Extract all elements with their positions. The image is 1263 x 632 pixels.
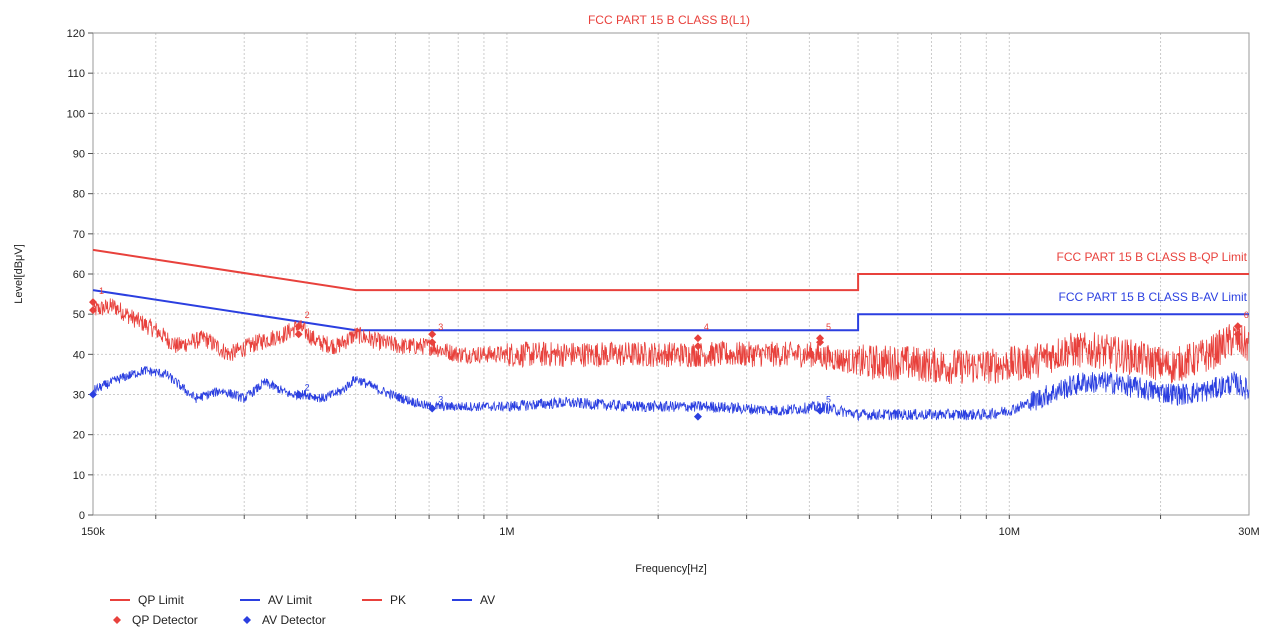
y-tick-label: 120	[67, 28, 85, 40]
marker-number: 6	[1244, 310, 1249, 320]
marker-number: 3	[438, 395, 443, 405]
legend-av-detector-swatch	[243, 616, 251, 624]
y-tick-label: 80	[73, 189, 85, 201]
qp-detector-point	[294, 322, 303, 331]
x-tick-label: 150k	[81, 526, 105, 538]
legend-qp-detector-label: QP Detector	[132, 613, 198, 627]
marker-number: 2	[305, 310, 310, 320]
legend-av-limit-label: AV Limit	[268, 593, 312, 607]
legend-qp-detector-swatch	[113, 616, 121, 624]
marker-number: 5	[826, 395, 831, 405]
av-trace	[92, 365, 1250, 422]
y-tick-label: 20	[73, 430, 85, 442]
y-tick-label: 100	[67, 108, 85, 120]
av-detector-point	[294, 390, 303, 399]
y-tick-label: 30	[73, 390, 85, 402]
marker-number: 5	[826, 322, 831, 332]
y-tick-label: 10	[73, 470, 85, 482]
y-tick-label: 70	[73, 229, 85, 241]
qp-detector-point	[816, 338, 825, 347]
y-tick-label: 90	[73, 149, 85, 161]
y-tick-label: 50	[73, 309, 85, 321]
qp-detector-point	[89, 298, 97, 307]
legend-av-label: AV	[480, 593, 495, 607]
legend-qp-limit-label: QP Limit	[138, 593, 184, 607]
av-detector-point	[89, 390, 97, 399]
marker-number: 3	[438, 322, 443, 332]
marker-number: 1	[99, 286, 104, 296]
y-tick-label: 60	[73, 269, 85, 281]
marker-number: 4	[704, 322, 709, 332]
x-tick-label: 1M	[499, 526, 514, 538]
av-limit-label: FCC PART 15 B CLASS B-AV Limit	[1058, 290, 1247, 304]
y-axis-ticks: 0 10 20 30 40 50 60 70 80 90 100 110 120	[67, 28, 93, 522]
qp-detector-point	[294, 330, 303, 339]
series-group	[92, 248, 1250, 422]
qp-detector-point	[816, 334, 825, 343]
av-detector-point	[693, 412, 702, 421]
av-detector-point	[816, 406, 825, 415]
y-tick-label: 0	[79, 510, 85, 522]
y-axis-label: Level[dBμV]	[13, 244, 25, 304]
x-tick-label: 30M	[1238, 526, 1259, 538]
qp-detector-point	[1233, 322, 1242, 331]
x-axis-label: Frequency[Hz]	[635, 563, 707, 575]
legend: QP Limit AV Limit PK AV QP Detector AV Detect…	[110, 593, 495, 627]
qp-detector-point	[428, 330, 437, 339]
y-tick-label: 110	[67, 68, 85, 80]
legend-pk-label: PK	[390, 593, 406, 607]
pk-trace	[92, 298, 1250, 385]
qp-detector-point	[428, 338, 437, 347]
legend-av-detector-label: AV Detector	[262, 613, 326, 627]
x-tick-label: 10M	[999, 526, 1020, 538]
y-tick-label: 40	[73, 349, 85, 361]
av-detector-point	[428, 404, 437, 413]
marker-number: 2	[305, 382, 310, 392]
qp-detector-point	[693, 342, 702, 351]
x-axis-ticks: 150k 1M 10M 30M	[81, 515, 1260, 538]
qp-limit-label: FCC PART 15 B CLASS B-QP Limit	[1056, 250, 1247, 264]
qp-detector-point	[1233, 330, 1242, 339]
qp-detector-point	[693, 334, 702, 343]
chart-title: FCC PART 15 B CLASS B(L1)	[588, 13, 750, 27]
detector-markers: 1 2 3 4 5 6 2 3 5	[89, 286, 1249, 421]
av-limit-line	[92, 289, 1249, 332]
qp-limit-line	[92, 248, 1249, 292]
qp-detector-point	[89, 306, 97, 315]
